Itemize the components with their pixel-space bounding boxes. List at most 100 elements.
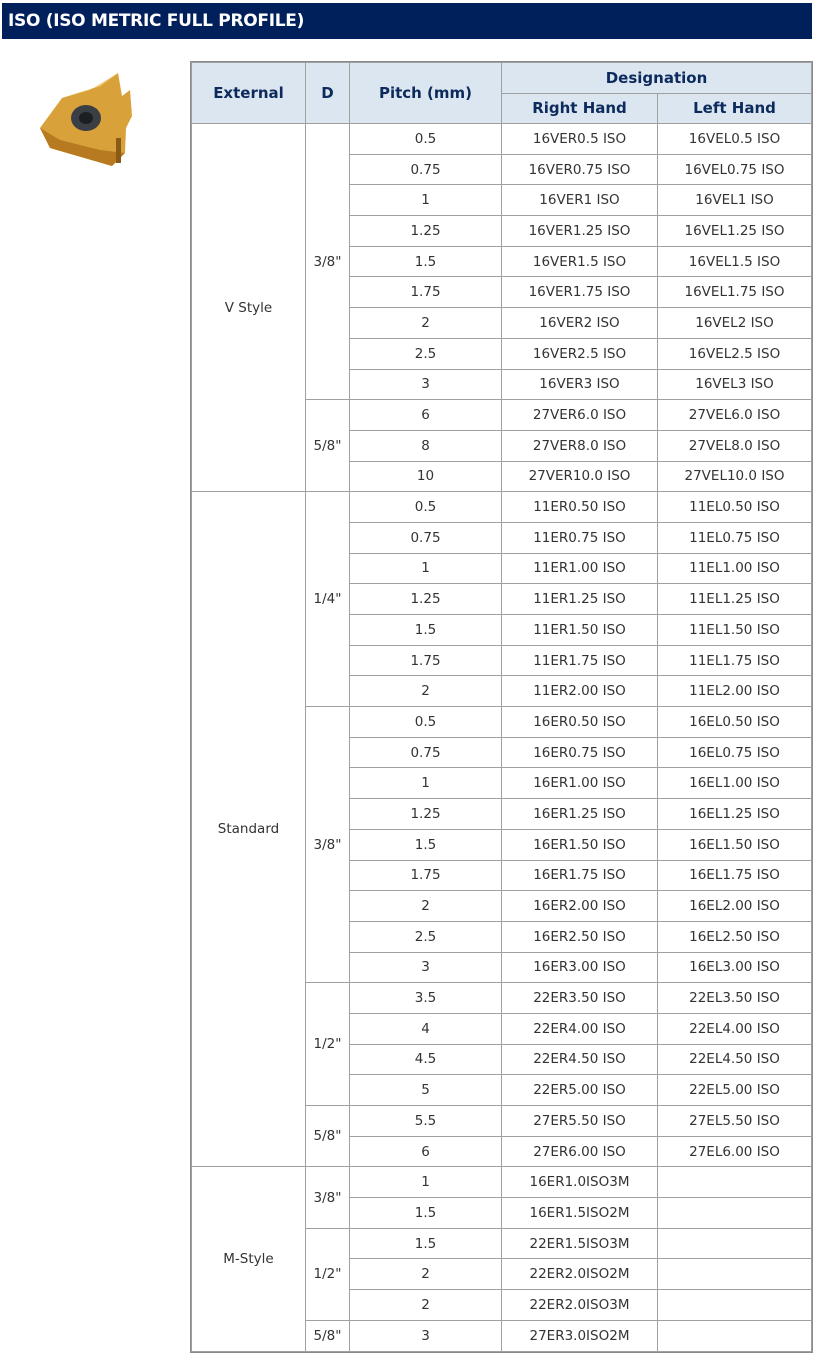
right-hand-cell: 16VER1.25 ISO	[501, 215, 658, 247]
right-hand-cell: 16VER1.5 ISO	[501, 245, 658, 278]
table-row: 2 16VER2 ISO 16VEL2 ISO	[192, 307, 812, 339]
left-hand-cell	[657, 1197, 812, 1229]
right-hand-cell: 16VER0.5 ISO	[501, 123, 658, 155]
external-type-cell: V Style	[191, 122, 306, 493]
left-hand-cell: 27VEL6.0 ISO	[657, 399, 812, 431]
table-row: 1.25 11ER1.25 ISO 11EL1.25 ISO	[192, 583, 812, 615]
left-hand-cell	[657, 1227, 812, 1260]
right-hand-cell: 16ER1.50 ISO	[501, 828, 658, 861]
table-row: 0.75 16VER0.75 ISO 16VEL0.75 ISO	[192, 153, 812, 186]
left-hand-cell	[657, 1166, 812, 1199]
pitch-cell: 10	[349, 460, 502, 493]
left-hand-cell: 22EL3.50 ISO	[657, 982, 812, 1014]
pitch-cell: 1.75	[349, 859, 502, 892]
table-row: 4.5 22ER4.50 ISO 22EL4.50 ISO	[192, 1043, 812, 1076]
right-hand-cell: 27VER6.0 ISO	[501, 399, 658, 431]
pitch-cell: 1.5	[349, 1197, 502, 1229]
header-left-hand: Left Hand	[657, 92, 812, 124]
left-hand-cell	[657, 1258, 812, 1291]
left-hand-cell: 16EL1.75 ISO	[657, 859, 812, 892]
left-hand-cell: 27VEL10.0 ISO	[657, 460, 812, 493]
table-row: 2 11ER2.00 ISO 11EL2.00 ISO	[192, 675, 812, 708]
pitch-cell: 3	[349, 951, 502, 984]
left-hand-cell: 16VEL1.25 ISO	[657, 215, 812, 247]
left-hand-cell: 16VEL1 ISO	[657, 184, 812, 217]
designation-table: External D Pitch (mm) Designation Right …	[190, 61, 813, 1353]
diameter-cell: 3/8"	[305, 706, 350, 984]
table-row: 1/2" 3.5 22ER3.50 ISO 22EL3.50 ISO	[192, 982, 812, 1106]
right-hand-cell: 16ER1.75 ISO	[501, 859, 658, 892]
right-hand-cell: 16VER2.5 ISO	[501, 337, 658, 370]
diameter-cell: 3/8"	[305, 122, 350, 401]
right-hand-cell: 16VER0.75 ISO	[501, 153, 658, 186]
right-hand-cell: 16VER2 ISO	[501, 307, 658, 339]
pitch-cell: 3	[349, 1319, 502, 1352]
left-hand-cell: 11EL2.00 ISO	[657, 675, 812, 708]
table-row: 5/8" 3 27ER3.0ISO2M	[192, 1319, 812, 1352]
pitch-cell: 1.25	[349, 798, 502, 830]
right-hand-cell: 27VER10.0 ISO	[501, 460, 658, 493]
pitch-cell: 2	[349, 307, 502, 339]
left-hand-cell: 16VEL0.75 ISO	[657, 153, 812, 186]
right-hand-cell: 11ER1.00 ISO	[501, 552, 658, 585]
left-hand-cell: 11EL1.50 ISO	[657, 614, 812, 646]
left-hand-cell: 16EL1.25 ISO	[657, 798, 812, 830]
table-row: 1 16ER1.00 ISO 16EL1.00 ISO	[192, 767, 812, 800]
table-row: 5/8" 6 27VER6.0 ISO 27VEL6.0 ISO	[192, 399, 812, 493]
table-row: M-Style 3/8" 1 16ER1.0ISO3M	[191, 1166, 812, 1352]
left-hand-cell: 16VEL2.5 ISO	[657, 337, 812, 370]
left-hand-cell: 22EL4.50 ISO	[657, 1043, 812, 1076]
table-row: 1.25 16ER1.25 ISO 16EL1.25 ISO	[192, 798, 812, 830]
threading-insert-image	[40, 73, 132, 166]
pitch-cell: 1.75	[349, 276, 502, 309]
header-right-hand: Right Hand	[501, 92, 658, 124]
left-hand-cell: 22EL4.00 ISO	[657, 1012, 812, 1045]
pitch-cell: 3	[349, 368, 502, 401]
right-hand-cell: 11ER1.75 ISO	[501, 644, 658, 677]
table-row: 1.5 16ER1.5ISO2M	[192, 1197, 812, 1229]
pitch-cell: 4	[349, 1012, 502, 1045]
right-hand-cell: 22ER2.0ISO2M	[501, 1258, 658, 1291]
left-hand-cell	[657, 1319, 812, 1352]
right-hand-cell: 16ER3.00 ISO	[501, 951, 658, 984]
right-hand-cell: 22ER2.0ISO3M	[501, 1289, 658, 1321]
right-hand-cell: 27ER3.0ISO2M	[501, 1319, 658, 1352]
pitch-cell: 1	[349, 1166, 502, 1199]
table-row: 6 27ER6.00 ISO 27EL6.00 ISO	[192, 1135, 812, 1168]
table-row: 3 16ER3.00 ISO 16EL3.00 ISO	[192, 951, 812, 984]
table-row: 3 16VER3 ISO 16VEL3 ISO	[192, 368, 812, 401]
left-hand-cell: 11EL0.75 ISO	[657, 521, 812, 554]
pitch-cell: 2.5	[349, 920, 502, 953]
pitch-cell: 1.25	[349, 583, 502, 615]
right-hand-cell: 11ER1.50 ISO	[501, 614, 658, 646]
left-hand-cell: 16VEL3 ISO	[657, 368, 812, 401]
right-hand-cell: 16ER1.25 ISO	[501, 798, 658, 830]
right-hand-cell: 16ER1.0ISO3M	[501, 1166, 658, 1199]
diameter-cell: 3/8"	[305, 1166, 350, 1229]
right-hand-cell: 16ER1.00 ISO	[501, 767, 658, 800]
right-hand-cell: 27ER5.50 ISO	[501, 1105, 658, 1137]
table-row: V Style 3/8" 0.5 16VER0.5 ISO 16VEL0.5 ISO	[191, 122, 812, 493]
table-row: 1 16VER1 ISO 16VEL1 ISO	[192, 184, 812, 217]
pitch-cell: 2.5	[349, 337, 502, 370]
table-row: 1.25 16VER1.25 ISO 16VEL1.25 ISO	[192, 215, 812, 247]
right-hand-cell: 11ER0.75 ISO	[501, 521, 658, 554]
pitch-cell: 5	[349, 1074, 502, 1106]
pitch-cell: 1.5	[349, 245, 502, 278]
pitch-cell: 1	[349, 767, 502, 800]
table-row: 5 22ER5.00 ISO 22EL5.00 ISO	[192, 1074, 812, 1106]
table-row: 2 22ER2.0ISO2M	[192, 1258, 812, 1291]
pitch-cell: 5.5	[349, 1105, 502, 1137]
left-hand-cell: 16EL0.50 ISO	[657, 706, 812, 738]
left-hand-cell: 16VEL2 ISO	[657, 307, 812, 339]
left-hand-cell: 11EL1.25 ISO	[657, 583, 812, 615]
right-hand-cell: 16ER0.75 ISO	[501, 736, 658, 769]
pitch-cell: 6	[349, 399, 502, 431]
pitch-cell: 2	[349, 1258, 502, 1291]
left-hand-cell: 16VEL1.75 ISO	[657, 276, 812, 309]
table-row: 1.75 11ER1.75 ISO 11EL1.75 ISO	[192, 644, 812, 677]
left-hand-cell: 16EL1.00 ISO	[657, 767, 812, 800]
table-row: 2.5 16VER2.5 ISO 16VEL2.5 ISO	[192, 337, 812, 370]
diameter-cell: 5/8"	[305, 1319, 350, 1352]
diameter-cell: 5/8"	[305, 399, 350, 493]
